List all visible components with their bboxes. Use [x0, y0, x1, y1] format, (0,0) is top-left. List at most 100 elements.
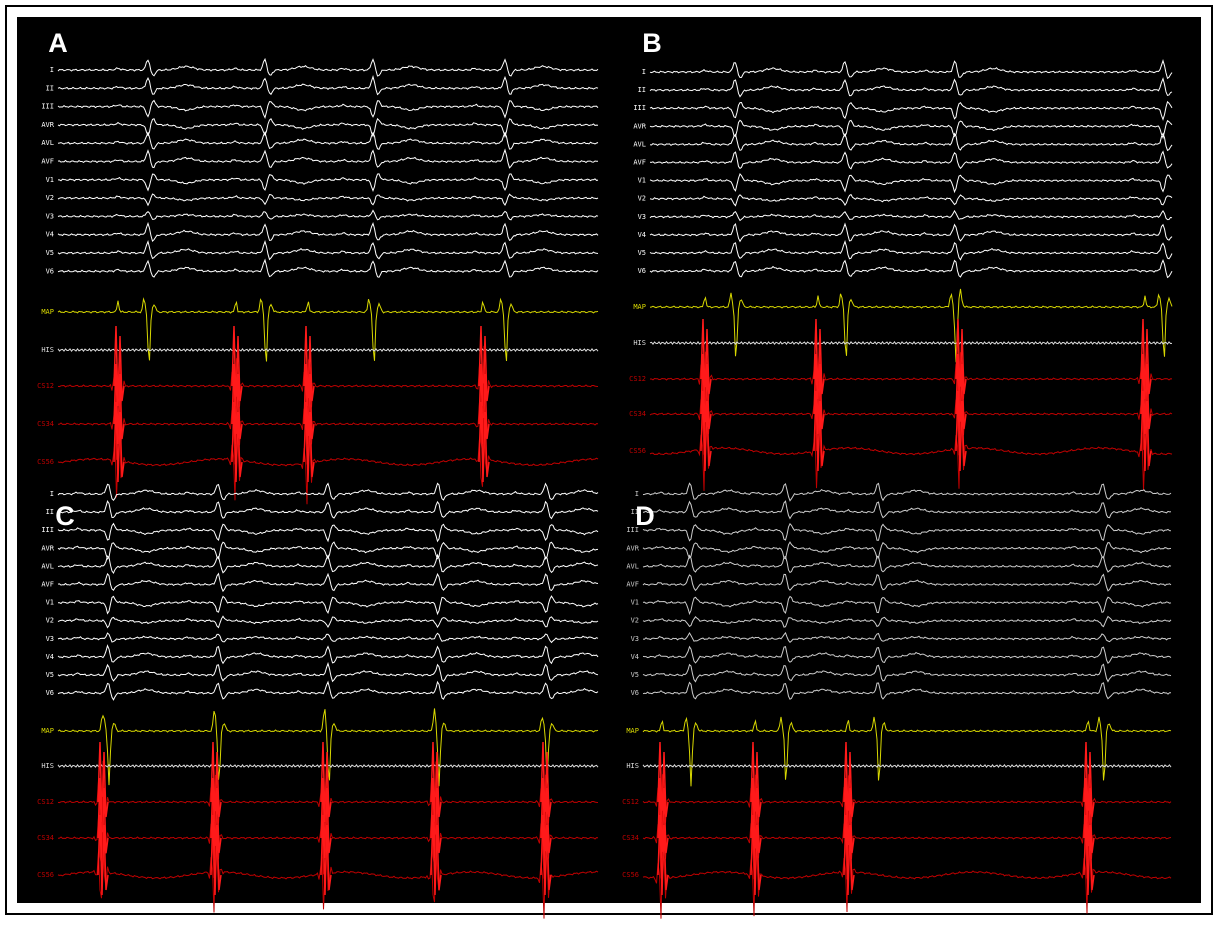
- channel-label: V3: [46, 212, 54, 220]
- trace: [649, 132, 1173, 152]
- trace: [649, 150, 1173, 170]
- channel-label: MAP: [41, 308, 54, 316]
- pacing-spike: [320, 777, 332, 859]
- pacing-spike: [843, 814, 855, 896]
- trace: [642, 845, 1172, 919]
- trace: [642, 522, 1172, 542]
- channel-label: CS34: [37, 834, 54, 842]
- trace: [57, 74, 599, 96]
- trace: [57, 209, 599, 221]
- pacing-spike: [303, 363, 315, 445]
- trace: [57, 644, 599, 665]
- trace: [57, 417, 599, 505]
- pacing-spike: [1140, 390, 1152, 472]
- channel-label: V1: [46, 599, 54, 607]
- panel-label: B: [642, 28, 662, 58]
- channel-label: II: [46, 84, 54, 92]
- trace: [642, 573, 1172, 592]
- pacing-spike: [1140, 353, 1152, 435]
- trace: [57, 572, 599, 593]
- pacing-spike: [210, 814, 222, 896]
- panel-label: A: [48, 28, 68, 58]
- pacing-spike: [955, 318, 967, 400]
- pacing-spike: [750, 814, 762, 896]
- trace: [642, 541, 1172, 560]
- channel-label: V4: [46, 653, 54, 661]
- channel-label: V6: [638, 267, 646, 275]
- trace: [57, 258, 599, 278]
- trace: [642, 681, 1172, 700]
- outer-frame: [5, 5, 1213, 915]
- panel-label: D: [635, 501, 655, 531]
- channel-label: CS12: [37, 382, 54, 390]
- channel-label: AVF: [41, 581, 54, 589]
- channel-label: V5: [638, 249, 646, 257]
- channel-label: I: [642, 68, 646, 76]
- channel-label: V2: [46, 194, 54, 202]
- channel-label: III: [41, 526, 54, 534]
- trace: [57, 131, 599, 150]
- channel-label: AVR: [626, 544, 639, 552]
- trace: [649, 340, 1173, 346]
- pacing-spike: [813, 390, 825, 472]
- pacing-spike: [303, 325, 315, 407]
- channel-label: HIS: [41, 346, 54, 354]
- pacing-spike: [1083, 814, 1095, 896]
- channel-label: V1: [46, 176, 54, 184]
- channel-label: CS56: [37, 458, 54, 466]
- channel-label: V6: [631, 689, 639, 697]
- pacing-spike: [97, 777, 109, 859]
- pacing-spike: [478, 325, 490, 407]
- channel-label: CS12: [37, 798, 54, 806]
- pacing-spike: [955, 353, 967, 435]
- trace: [642, 615, 1172, 628]
- trace: [57, 117, 599, 139]
- channel-label: CS12: [629, 375, 646, 383]
- channel-label: HIS: [626, 762, 639, 770]
- trace: [642, 554, 1172, 574]
- trace: [642, 645, 1172, 665]
- pacing-spike: [700, 318, 712, 400]
- trace: [57, 632, 599, 644]
- trace: [642, 482, 1172, 502]
- pacing-spike: [303, 401, 315, 483]
- pacing-spike: [231, 325, 243, 407]
- channel-label: AVL: [626, 562, 639, 570]
- trace: [57, 99, 599, 120]
- channel-label: V3: [46, 635, 54, 643]
- pacing-spike: [657, 777, 669, 859]
- pacing-spike: [113, 363, 125, 445]
- pacing-spike: [540, 777, 552, 859]
- pacing-spike: [320, 814, 332, 896]
- channel-label: V1: [631, 599, 639, 607]
- trace: [642, 810, 1172, 880]
- trace: [57, 553, 599, 574]
- pacing-spike: [478, 401, 490, 483]
- channel-label: AVF: [626, 581, 639, 589]
- trace: [57, 347, 599, 353]
- pacing-spike: [231, 401, 243, 483]
- channel-label: III: [41, 103, 54, 111]
- trace: [649, 173, 1173, 194]
- channel-label: AVF: [41, 158, 54, 166]
- trace: [57, 345, 599, 428]
- channel-label: HIS: [633, 339, 646, 347]
- channel-label: V3: [631, 635, 639, 643]
- pacing-spike: [478, 363, 490, 445]
- channel-label: II: [638, 86, 646, 94]
- channel-label: I: [50, 66, 54, 74]
- trace: [57, 832, 599, 919]
- channel-label: AVR: [633, 122, 646, 130]
- channel-label: V5: [631, 671, 639, 679]
- channel-label: CS34: [622, 834, 639, 842]
- channel-label: I: [635, 490, 639, 498]
- channel-label: HIS: [41, 762, 54, 770]
- channel-label: III: [626, 526, 639, 534]
- trace: [649, 222, 1173, 243]
- trace: [649, 77, 1173, 98]
- pacing-spike: [700, 353, 712, 435]
- channel-label: V5: [46, 249, 54, 257]
- pacing-spike: [843, 777, 855, 859]
- trace: [649, 59, 1173, 80]
